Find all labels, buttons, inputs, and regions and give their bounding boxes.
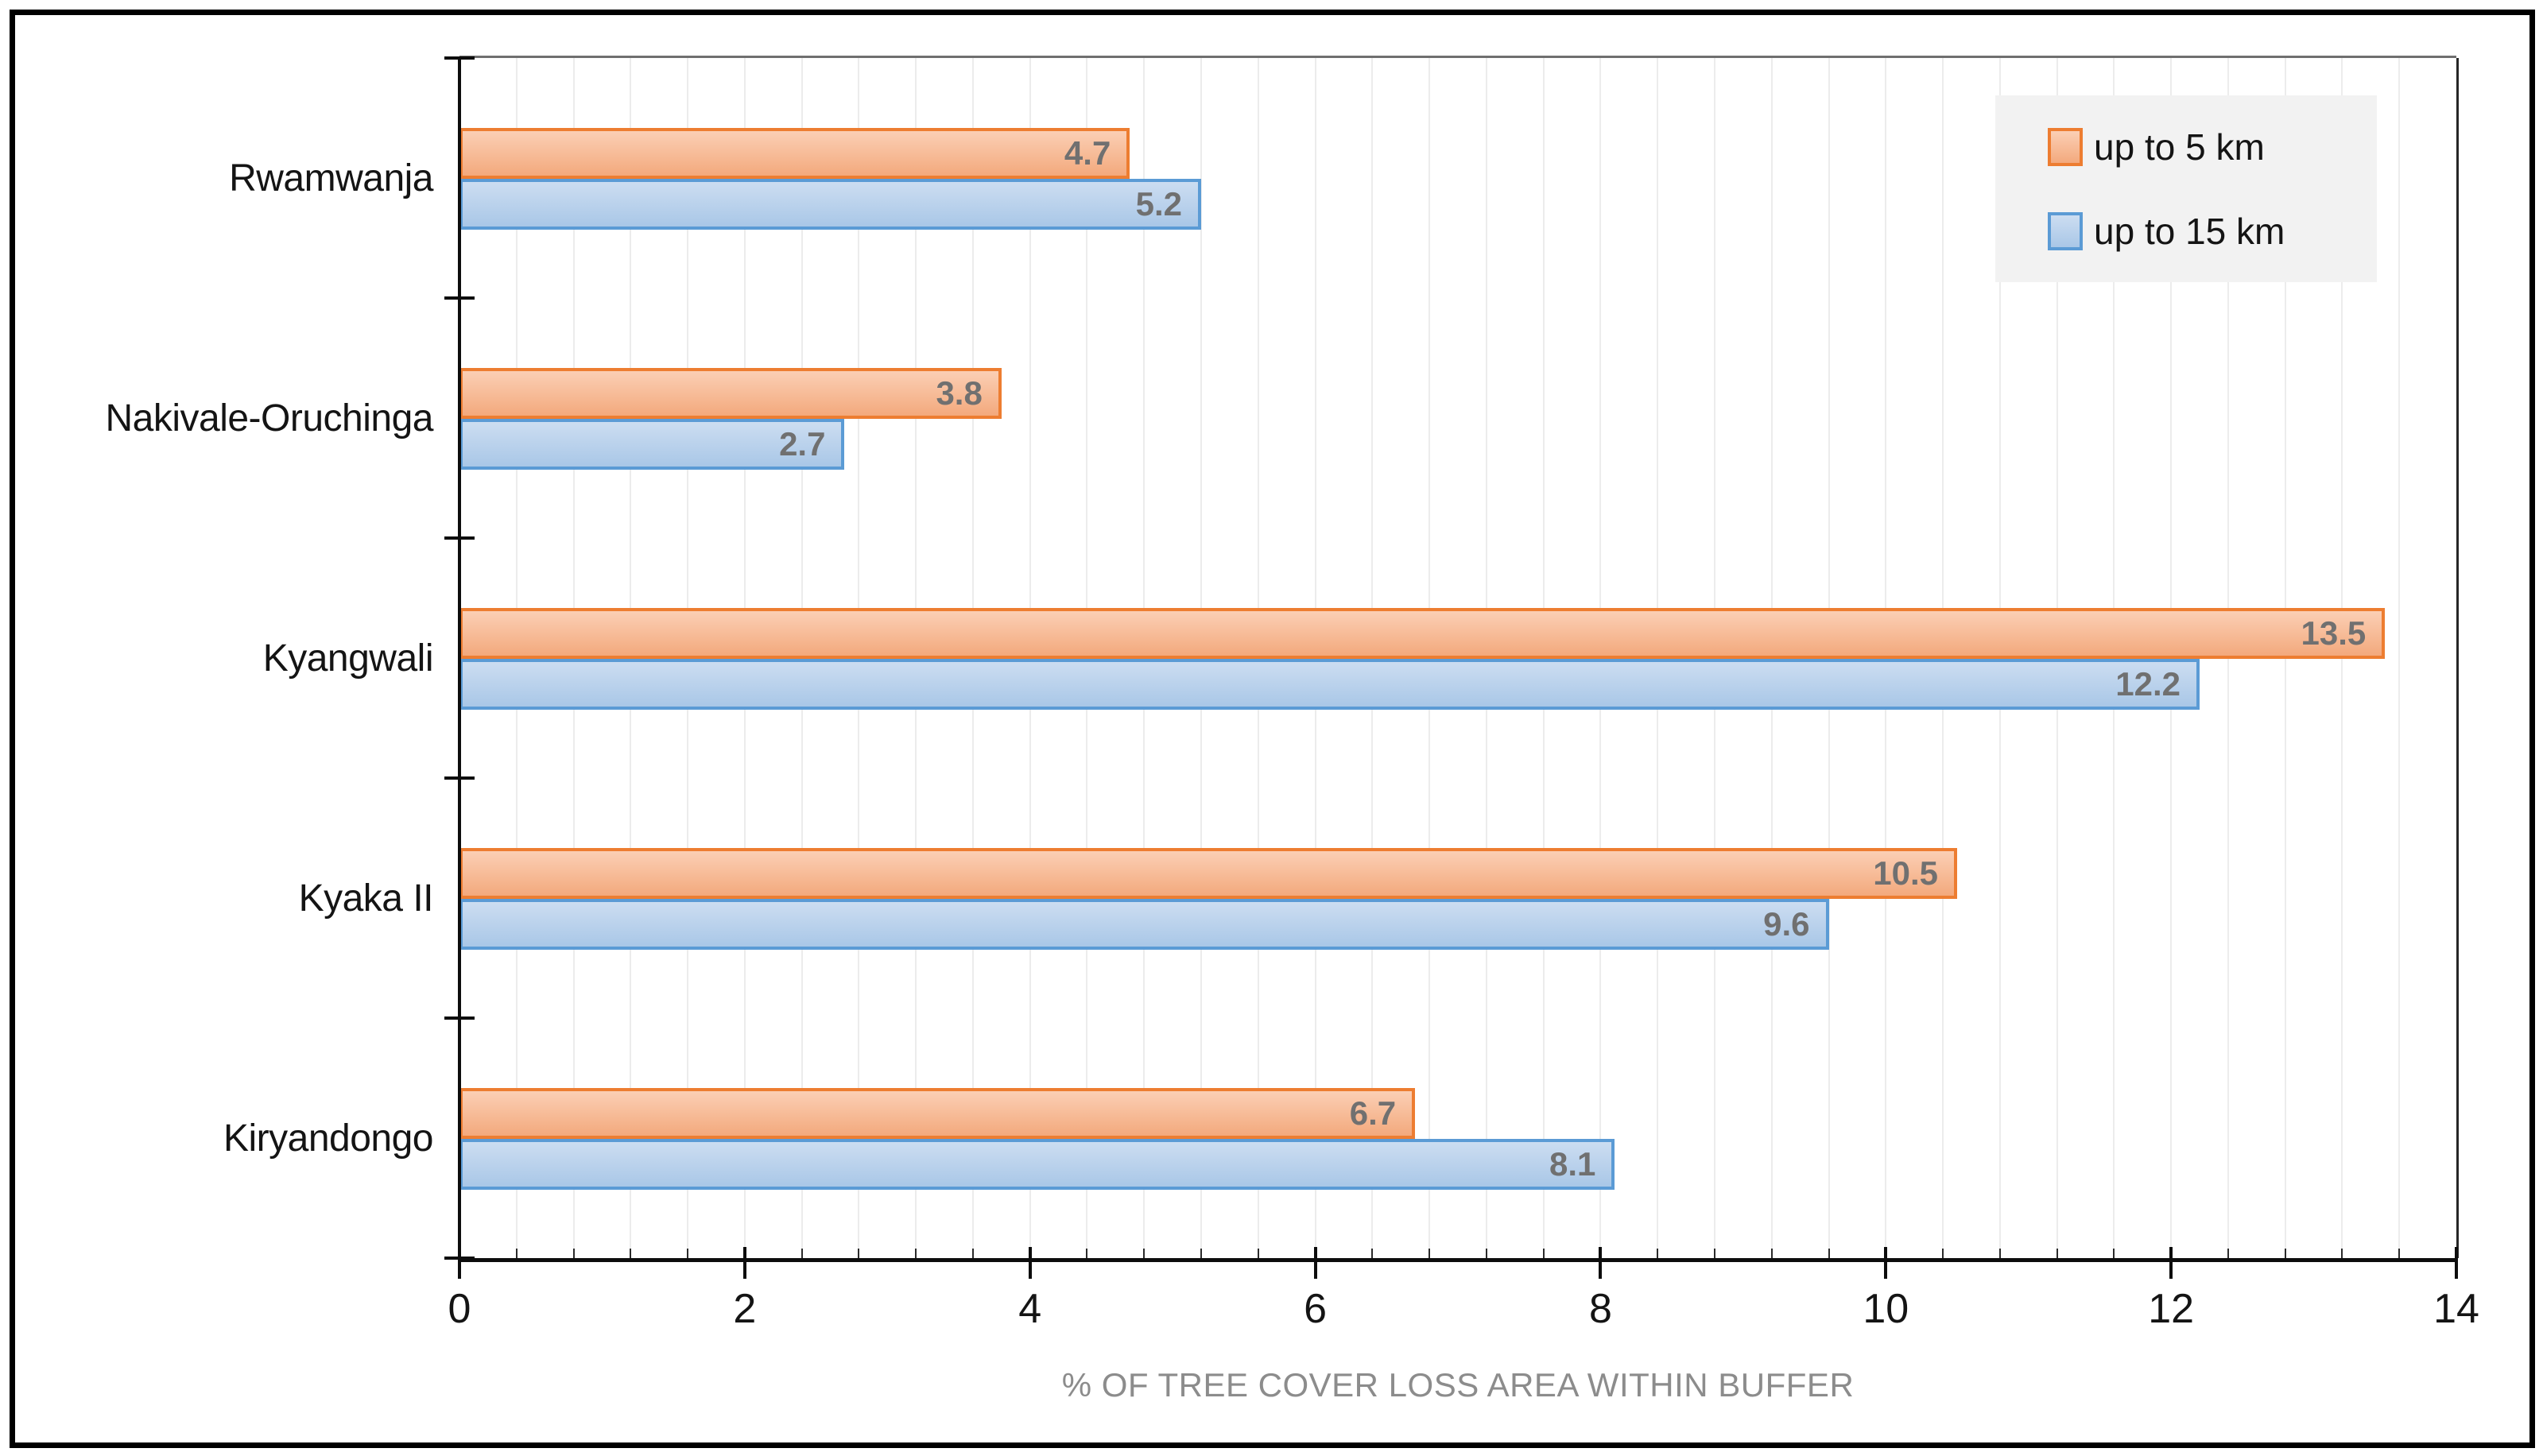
bar-value-label: 4.7 [1064, 134, 1111, 172]
x-axis-minor-tick [572, 1249, 575, 1258]
x-axis-minor-tick [687, 1249, 689, 1258]
category-label-Rwamwanja: Rwamwanja [229, 157, 433, 199]
x-axis-tick-label: 8 [1588, 1286, 1612, 1332]
bar-up-to-15-km-Rwamwanja: 5.2 [459, 179, 1202, 230]
bar-up-to-15-km-Kyaka-II: 9.6 [459, 899, 1829, 950]
x-axis-minor-tick [1542, 1249, 1545, 1258]
x-axis-minor-tick [1257, 1249, 1259, 1258]
x-axis-tick-label: 4 [1018, 1286, 1042, 1332]
legend-label: up to 15 km [2094, 210, 2285, 252]
bar-value-label: 2.7 [779, 425, 826, 463]
bar-chart: 4.7 5.2 3.8 2.7 13.5 12.2 10.5 9.6 6.7 8.1 Rwamwa… [15, 15, 2529, 1442]
bar-up-to-15-km-Kiryandongo: 8.1 [459, 1139, 1615, 1190]
x-axis-minor-tick [971, 1249, 974, 1258]
y-axis-tick [444, 776, 475, 780]
bar-up-to-15-km-Kyangwali: 12.2 [459, 659, 2200, 710]
x-axis-major-tick [2455, 1247, 2458, 1279]
bar-value-label: 3.8 [936, 374, 983, 412]
x-axis-minor-tick [2227, 1249, 2229, 1258]
y-axis-tick [444, 56, 475, 60]
x-axis-minor-tick [2113, 1249, 2115, 1258]
minor-gridline [2398, 58, 2401, 1258]
bar-up-to-15-km-Nakivale-Oruchinga: 2.7 [459, 419, 845, 470]
x-axis-minor-tick [1371, 1249, 1374, 1258]
x-axis-minor-tick [1143, 1249, 1146, 1258]
x-axis-tick-label: 10 [1863, 1286, 1909, 1332]
x-axis-minor-tick [915, 1249, 917, 1258]
x-axis-minor-tick [1086, 1249, 1088, 1258]
bar-value-label: 13.5 [2301, 614, 2367, 652]
x-axis-major-tick [1313, 1247, 1317, 1279]
plot-area-top-border [459, 56, 2456, 58]
bar-value-label: 5.2 [1135, 185, 1183, 223]
x-axis-minor-tick [1428, 1249, 1431, 1258]
legend-label: up to 5 km [2094, 126, 2265, 168]
x-axis-minor-tick [2398, 1249, 2401, 1258]
bar-value-label: 6.7 [1349, 1094, 1397, 1132]
x-axis-major-tick [1599, 1247, 1603, 1279]
x-axis-minor-tick [1770, 1249, 1773, 1258]
bar-value-label: 8.1 [1549, 1145, 1596, 1183]
x-axis-minor-tick [515, 1249, 518, 1258]
bar-up-to-5-km-Kiryandongo: 6.7 [459, 1088, 1416, 1139]
x-axis-line [458, 1258, 2458, 1262]
x-axis-minor-tick [2284, 1249, 2286, 1258]
bar-value-label: 10.5 [1873, 854, 1938, 892]
bar-up-to-5-km-Rwamwanja: 4.7 [459, 128, 1130, 179]
x-axis-tick-label: 12 [2148, 1286, 2195, 1332]
y-axis-tick [444, 296, 475, 300]
x-axis-title: % OF TREE COVER LOSS AREA WITHIN BUFFER [1061, 1366, 1855, 1404]
legend: up to 5 km up to 15 km [1995, 95, 2377, 282]
x-axis-tick-label: 2 [733, 1286, 757, 1332]
bar-up-to-5-km-Nakivale-Oruchinga: 3.8 [459, 368, 1002, 419]
x-axis-minor-tick [630, 1249, 632, 1258]
category-label-Nakivale-Oruchinga: Nakivale-Oruchinga [105, 397, 433, 440]
legend-item-up-to-5-km: up to 5 km [2048, 126, 2377, 168]
bar-up-to-5-km-Kyangwali: 13.5 [459, 608, 2386, 659]
legend-swatch-icon [2048, 211, 2083, 250]
legend-item-up-to-15-km: up to 15 km [2048, 210, 2377, 253]
x-axis-major-tick [1028, 1247, 1032, 1279]
x-axis-minor-tick [1485, 1249, 1487, 1258]
bar-up-to-5-km-Kyaka-II: 10.5 [459, 848, 1957, 899]
y-axis-line [458, 58, 461, 1258]
x-axis-minor-tick [1200, 1249, 1203, 1258]
bar-value-label: 9.6 [1763, 905, 1810, 943]
category-label-Kiryandongo: Kiryandongo [223, 1117, 434, 1160]
y-axis-tick [444, 1016, 475, 1020]
x-axis-minor-tick [1713, 1249, 1715, 1258]
x-axis-major-tick [458, 1247, 461, 1279]
plot-area-right-border [2456, 58, 2459, 1258]
x-axis-major-tick [2169, 1247, 2173, 1279]
x-axis-minor-tick [1998, 1249, 2001, 1258]
x-axis-major-tick [1884, 1247, 1888, 1279]
x-axis-minor-tick [2056, 1249, 2058, 1258]
x-axis-minor-tick [1942, 1249, 1944, 1258]
x-axis-tick-label: 14 [2433, 1286, 2479, 1332]
category-label-Kyaka-II: Kyaka II [298, 877, 434, 920]
category-label-Kyangwali: Kyangwali [262, 637, 434, 680]
bar-value-label: 12.2 [2115, 665, 2181, 703]
x-axis-tick-label: 6 [1304, 1286, 1328, 1332]
legend-swatch-icon [2048, 127, 2083, 166]
x-axis-minor-tick [2341, 1249, 2343, 1258]
figure-frame: 4.7 5.2 3.8 2.7 13.5 12.2 10.5 9.6 6.7 8.1 Rwamwa… [10, 10, 2535, 1448]
x-axis-major-tick [742, 1247, 746, 1279]
x-axis-minor-tick [1657, 1249, 1659, 1258]
x-axis-minor-tick [1828, 1249, 1830, 1258]
x-axis-minor-tick [801, 1249, 803, 1258]
y-axis-tick [444, 536, 475, 540]
x-axis-minor-tick [858, 1249, 860, 1258]
x-axis-tick-label: 0 [448, 1286, 471, 1332]
